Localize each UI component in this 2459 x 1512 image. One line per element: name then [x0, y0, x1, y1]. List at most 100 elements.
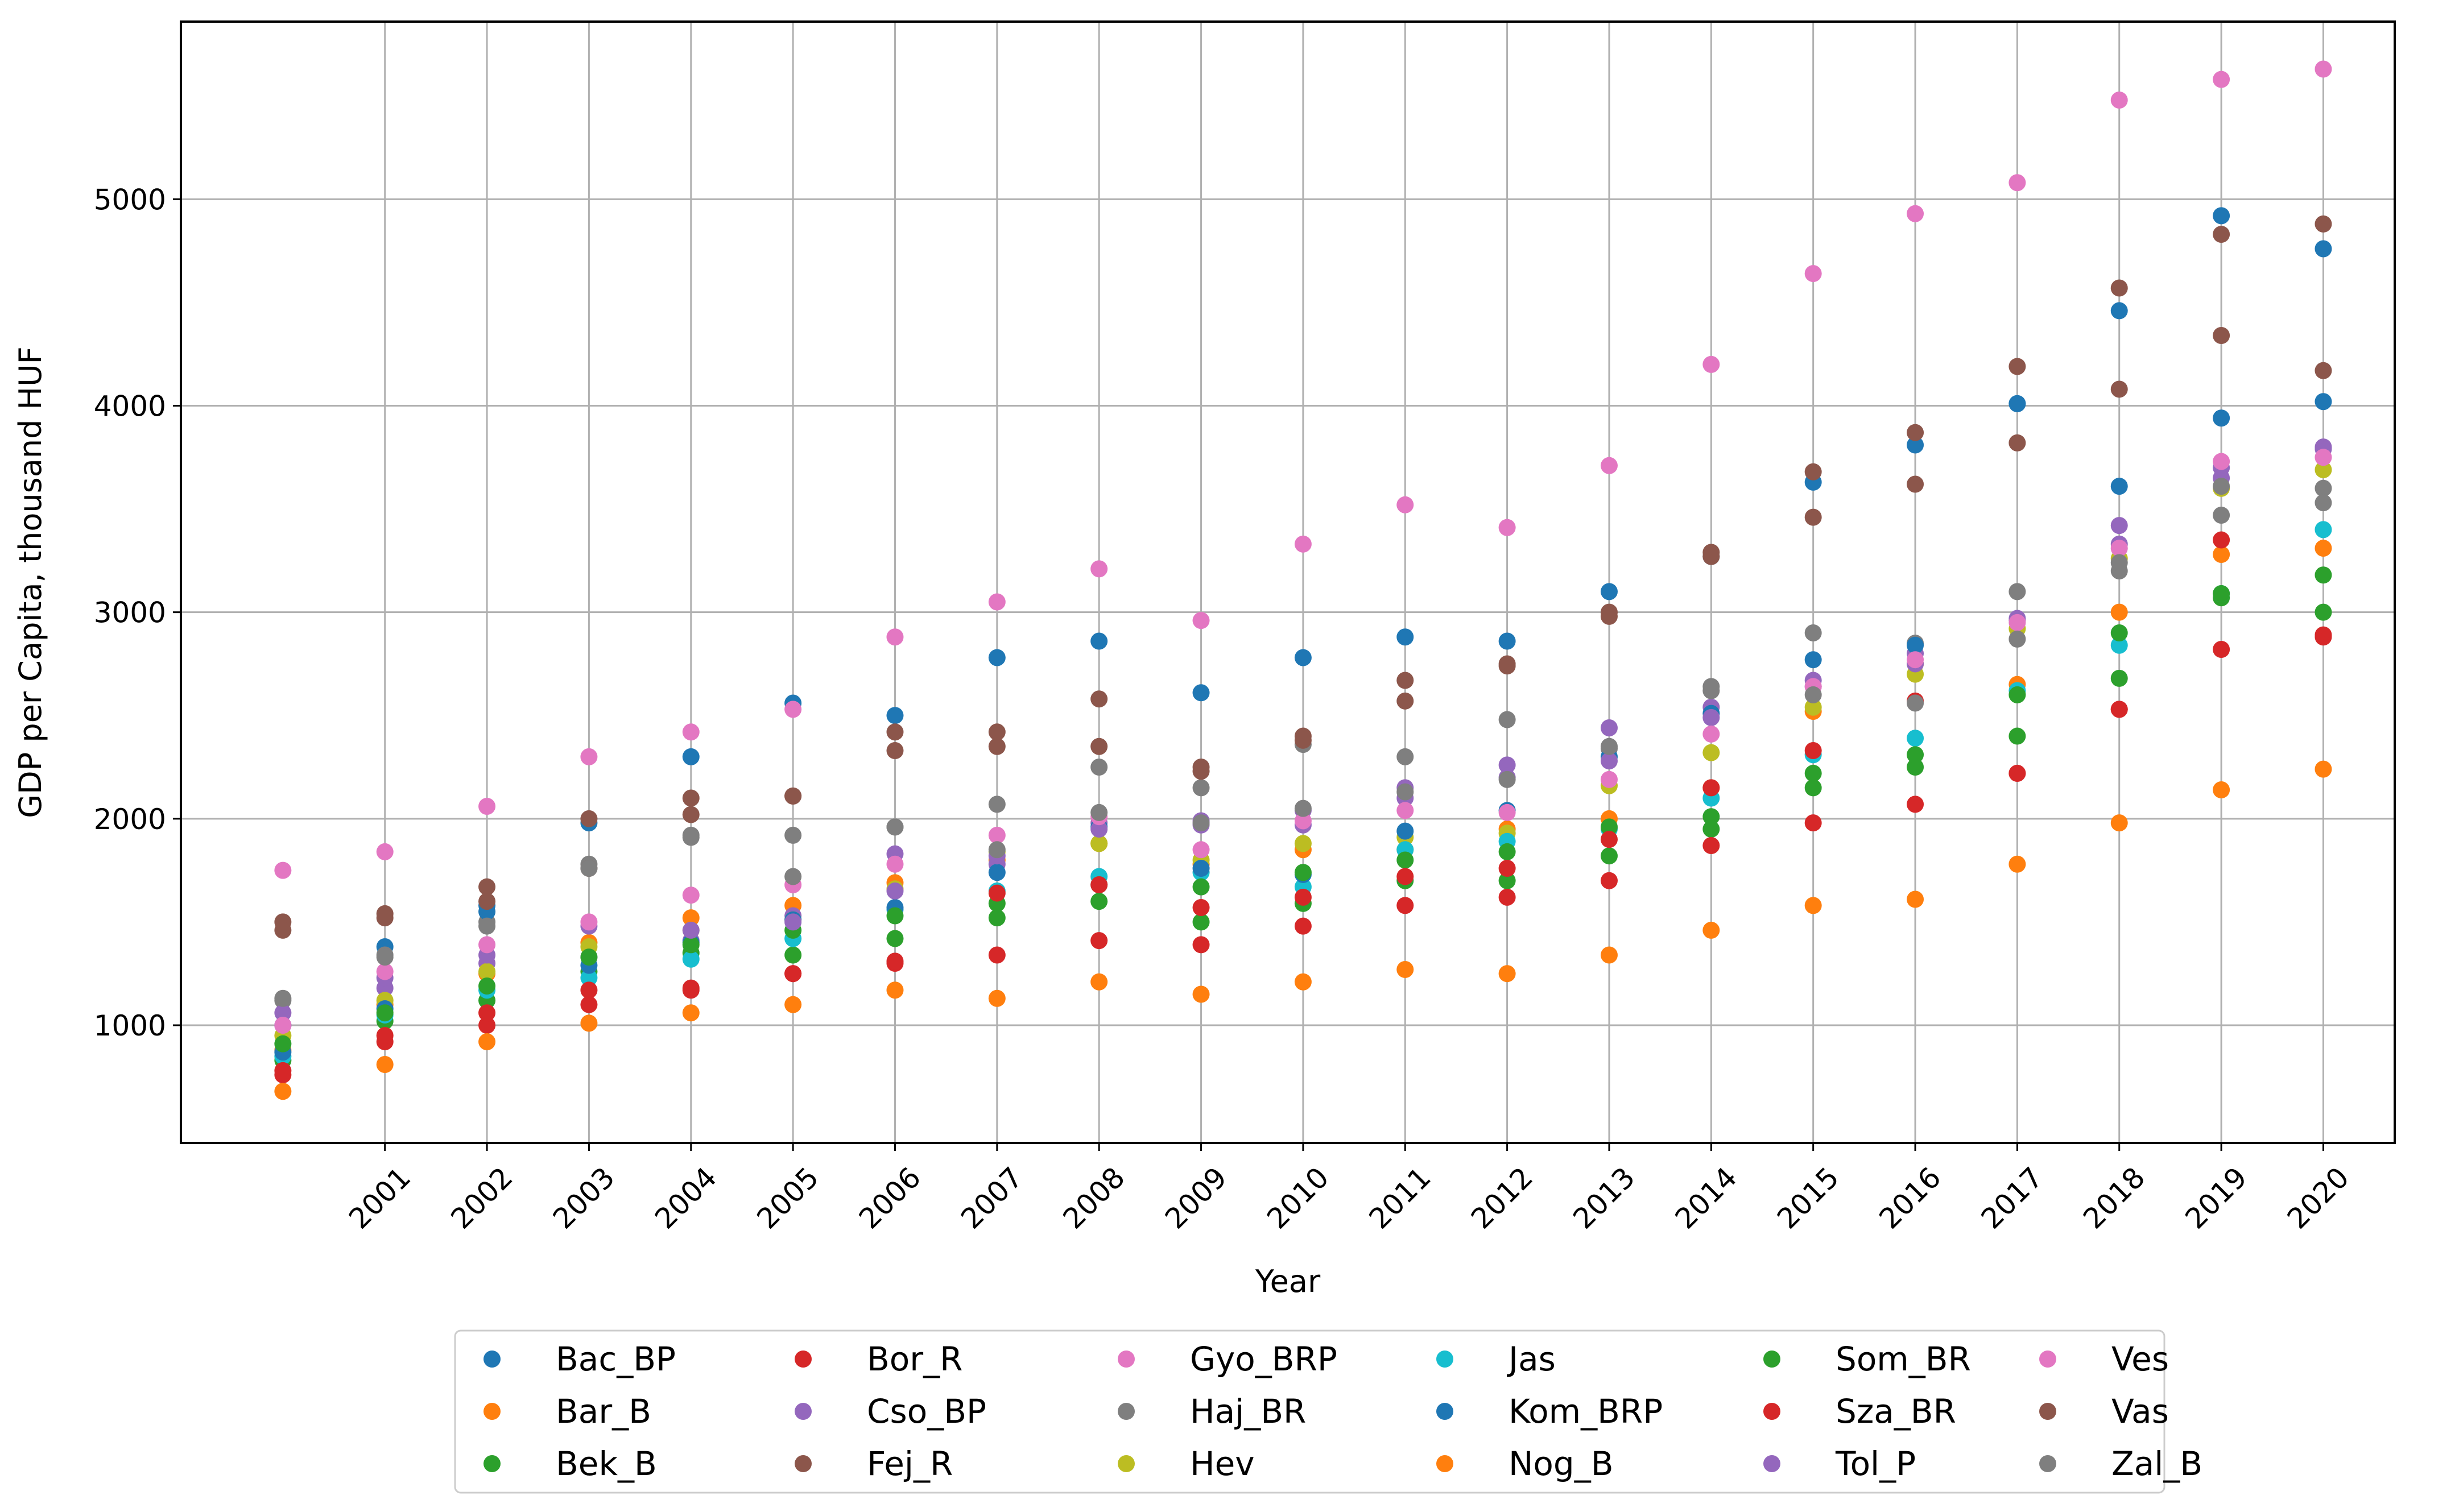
point-som-br — [1498, 843, 1516, 860]
point-kom-brp — [2213, 409, 2230, 427]
legend-label: Kom_BRP — [1509, 1392, 1663, 1431]
point-vas — [2213, 327, 2230, 345]
point-nog-b — [988, 989, 1006, 1007]
point-som-br — [1396, 851, 1414, 869]
point-sza-br — [1600, 831, 1618, 848]
point-cso-bp — [1498, 756, 1516, 774]
point-fej-r — [1907, 424, 1924, 441]
point-jas — [580, 969, 598, 987]
point-bac-bp — [886, 707, 904, 724]
point-hev — [1804, 698, 1822, 716]
point-bek-b — [2008, 727, 2026, 745]
point-bek-b — [1702, 820, 1720, 838]
legend-box — [454, 1329, 2165, 1494]
point-bor-r — [1600, 872, 1618, 889]
point-zal-b — [1192, 814, 1210, 832]
point-zal-b — [988, 841, 1006, 859]
point-nog-b — [1090, 973, 1108, 991]
point-bar-b — [2315, 540, 2332, 557]
point-bac-bp — [2315, 240, 2332, 258]
legend-label: Bor_R — [867, 1340, 962, 1378]
point-tol-p — [1702, 709, 1720, 726]
point-fej-r — [886, 723, 904, 741]
legend-label: Zal_B — [2111, 1444, 2202, 1483]
point-bor-r — [1090, 932, 1108, 950]
point-nog-b — [376, 1055, 394, 1073]
legend-marker — [483, 1403, 501, 1420]
point-som-br — [1600, 818, 1618, 836]
point-vas — [376, 909, 394, 927]
legend-marker — [1118, 1351, 1135, 1368]
point-fej-r — [2008, 358, 2026, 375]
point-gyo-brp — [478, 798, 496, 815]
point-vas — [2008, 434, 2026, 451]
point-bac-bp — [2213, 207, 2230, 225]
point-nog-b — [2008, 855, 2026, 873]
point-vas — [1600, 607, 1618, 625]
point-bek-b — [988, 909, 1006, 927]
point-zal-b — [478, 917, 496, 935]
point-bor-r — [1396, 897, 1414, 914]
point-zal-b — [274, 989, 292, 1007]
point-bar-b — [2213, 545, 2230, 563]
point-kom-brp — [988, 864, 1006, 881]
legend-label: Ves — [2111, 1340, 2169, 1378]
point-sza-br — [274, 1062, 292, 1079]
point-gyo-brp — [1090, 560, 1108, 578]
point-sza-br — [2213, 531, 2230, 549]
point-haj-br — [1090, 759, 1108, 776]
point-nog-b — [478, 1033, 496, 1051]
point-zal-b — [1907, 694, 1924, 712]
point-jas — [2110, 636, 2128, 654]
legend-marker — [2039, 1351, 2056, 1368]
point-nog-b — [682, 1004, 700, 1022]
point-som-br — [2315, 566, 2332, 584]
point-haj-br — [1498, 711, 1516, 728]
legend-label: Haj_BR — [1190, 1392, 1306, 1431]
point-bek-b — [1804, 779, 1822, 797]
legend-label: Tol_P — [1835, 1444, 1916, 1483]
point-som-br — [886, 907, 904, 925]
point-bek-b — [1907, 759, 1924, 776]
point-tol-p — [784, 913, 802, 931]
point-som-br — [274, 1035, 292, 1053]
legend-label: Hev — [1190, 1444, 1255, 1483]
point-vas — [988, 738, 1006, 755]
point-bar-b — [682, 909, 700, 927]
legend-marker — [795, 1455, 812, 1472]
point-ves — [682, 887, 700, 904]
legend-marker — [1763, 1403, 1780, 1420]
point-ves — [1600, 771, 1618, 788]
point-bor-r — [2213, 641, 2230, 658]
y-axis-ticks: 1000 2000 3000 4000 5000 — [94, 183, 181, 1042]
point-hev — [1090, 835, 1108, 852]
point-zal-b — [2315, 494, 2332, 512]
point-som-br — [478, 977, 496, 995]
point-som-br — [2008, 686, 2026, 703]
point-zal-b — [1600, 738, 1618, 755]
legend-label: Som_BR — [1836, 1340, 1971, 1378]
point-bek-b — [886, 930, 904, 947]
point-vas — [1498, 657, 1516, 675]
point-vas — [2110, 380, 2128, 398]
point-haj-br — [2008, 583, 2026, 600]
point-haj-br — [2315, 479, 2332, 497]
point-som-br — [2213, 585, 2230, 602]
point-vas — [682, 806, 700, 823]
point-haj-br — [1804, 624, 1822, 641]
point-nog-b — [1396, 960, 1414, 978]
point-gyo-brp — [2110, 92, 2128, 109]
point-gyo-brp — [988, 593, 1006, 611]
point-bac-bp — [682, 748, 700, 765]
point-bor-r — [580, 996, 598, 1013]
point-gyo-brp — [1804, 265, 1822, 283]
point-zal-b — [1702, 682, 1720, 699]
point-bor-r — [988, 946, 1006, 964]
legend-marker — [795, 1351, 812, 1368]
point-bac-bp — [1498, 632, 1516, 650]
point-haj-br — [1192, 779, 1210, 797]
point-gyo-brp — [376, 843, 394, 860]
point-haj-br — [2213, 506, 2230, 524]
point-gyo-brp — [2008, 174, 2026, 192]
